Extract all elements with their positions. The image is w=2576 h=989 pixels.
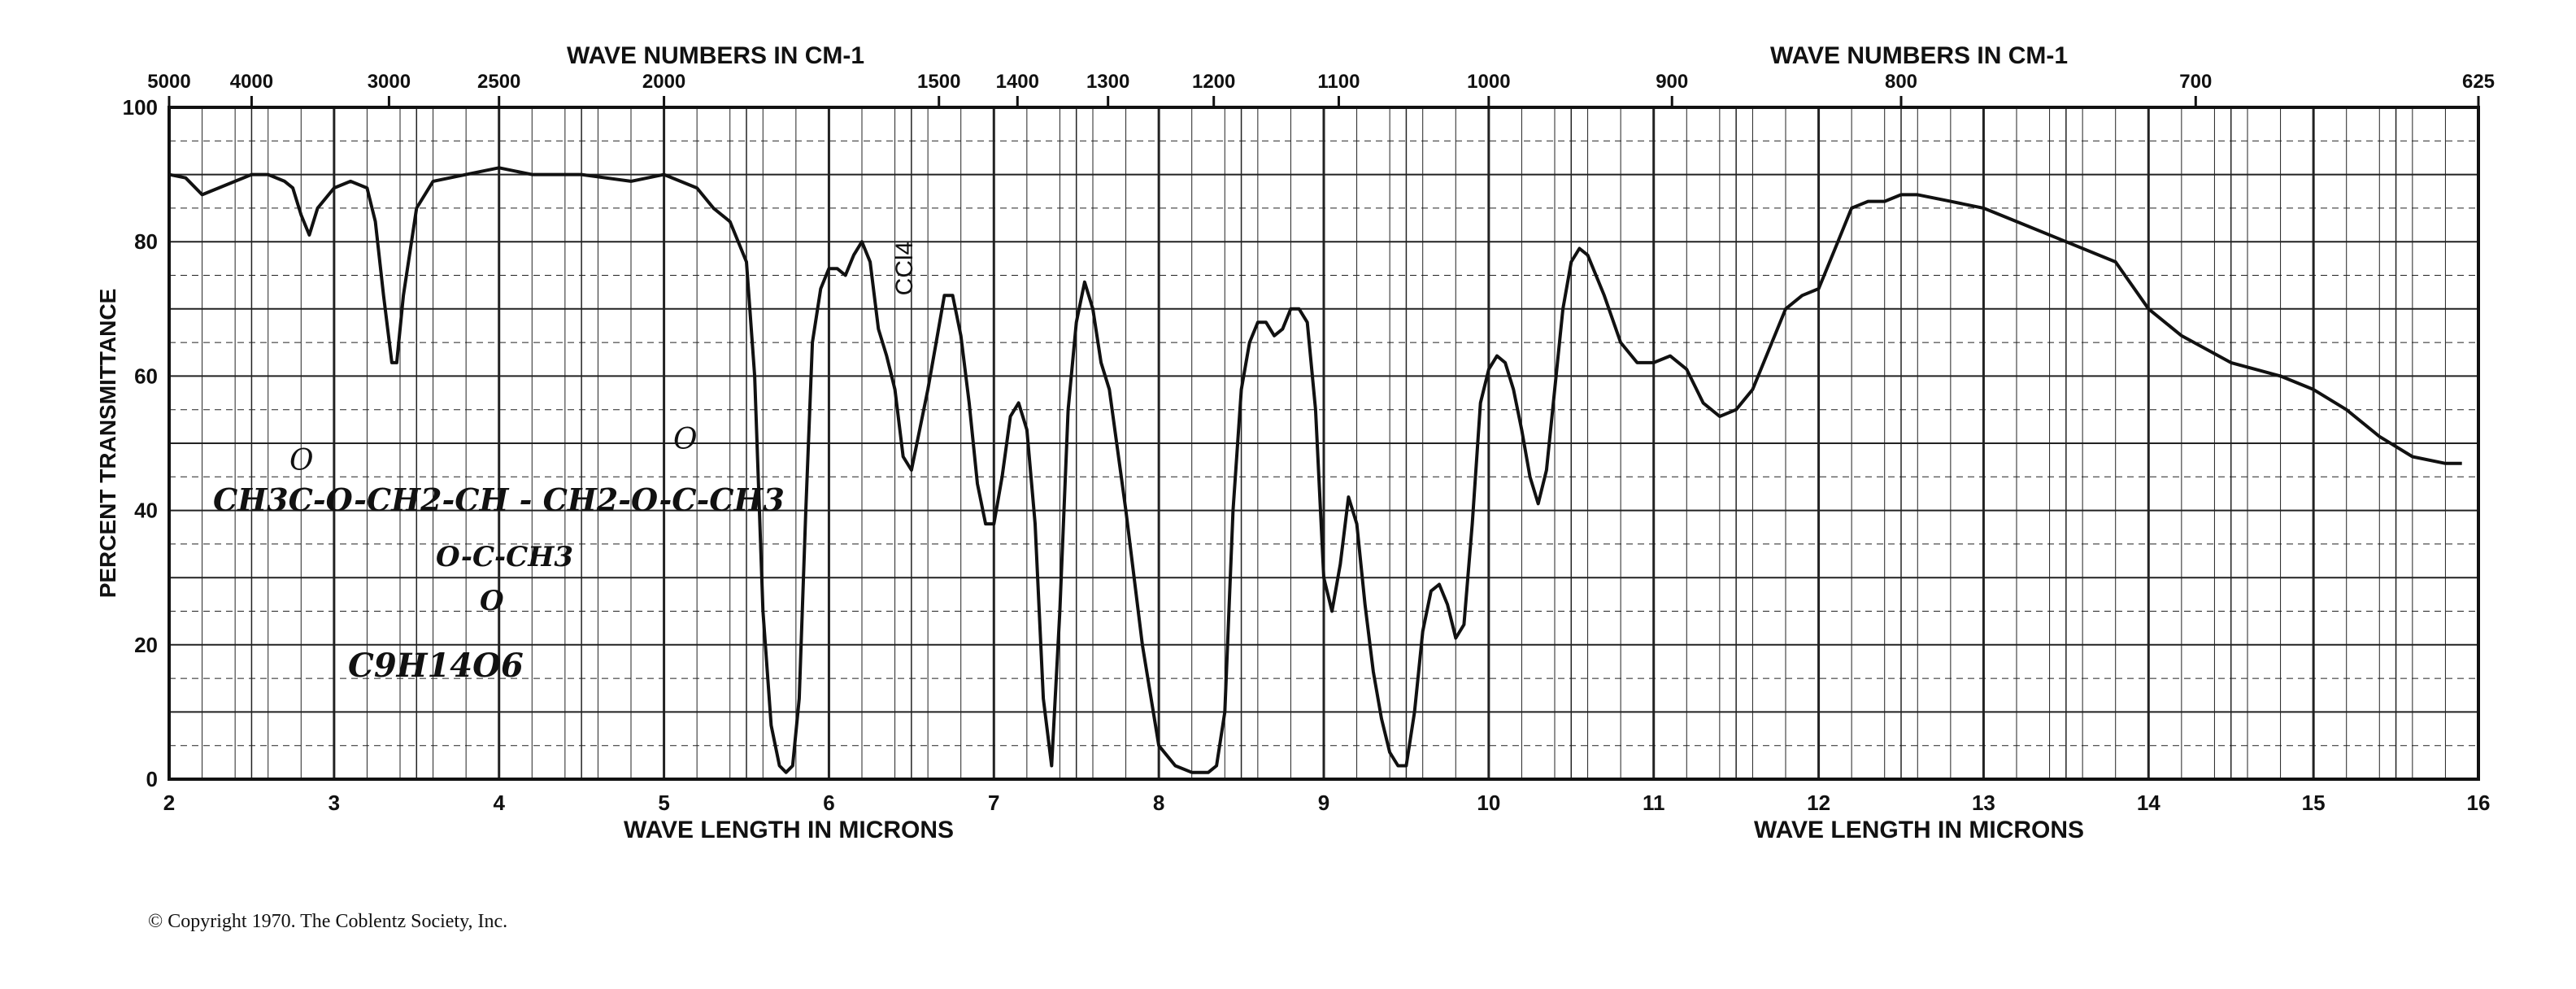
x-tick-label: 3 (329, 791, 340, 815)
top-tick-label: 900 (1656, 71, 1688, 93)
y-tick-label: 0 (146, 767, 158, 791)
x-tick-label: 12 (1807, 791, 1830, 815)
copyright-notice: © Copyright 1970. The Coblentz Society, … (148, 911, 508, 932)
x-tick-label: 15 (2302, 791, 2326, 815)
top-tick-label: 1000 (1467, 71, 1510, 93)
top-axis-title-right: WAVE NUMBERS IN CM-1 (1770, 42, 2068, 69)
structure-line-1: CH3C-O-CH2-CH - CH2-O-C-CH3 (213, 481, 785, 518)
y-tick-label: 40 (134, 499, 158, 523)
top-tick-label: 1300 (1086, 71, 1129, 93)
top-tick-label: 5000 (147, 71, 190, 93)
x-axis-title-right: WAVE LENGTH IN MICRONS (1754, 817, 2084, 843)
molecular-formula: C9H14O6 (348, 647, 524, 685)
top-axis: 5000 4000 3000 2500 2000 1500 1400 1300 1200 1100… (147, 71, 2495, 107)
x-tick-label: 5 (658, 791, 669, 815)
y-axis: 0 20 40 60 80 100 (123, 95, 158, 791)
top-tick-label: 1400 (996, 71, 1039, 93)
plot-frame (168, 106, 2480, 781)
top-tick-label: 625 (2462, 71, 2495, 93)
top-tick-label: 800 (1885, 71, 1917, 93)
x-tick-label: 6 (823, 791, 834, 815)
top-tick-label: 3000 (368, 71, 411, 93)
y-tick-label: 100 (123, 95, 158, 120)
x-axis: 2 3 4 5 6 7 8 9 10 11 12 13 14 15 16 (163, 791, 2491, 815)
structure-oxo-right: O (673, 423, 698, 456)
x-tick-label: 4 (493, 791, 505, 815)
top-tick-label: 1100 (1317, 71, 1360, 93)
x-axis-title-left: WAVE LENGTH IN MICRONS (624, 817, 954, 843)
x-tick-label: 9 (1318, 791, 1329, 815)
top-tick-label: 2000 (642, 71, 685, 93)
x-tick-label: 2 (163, 791, 175, 815)
top-tick-label: 1500 (917, 71, 960, 93)
structure-line-2: O-C-CH3 (436, 541, 573, 573)
top-tick-label: 2500 (477, 71, 520, 93)
y-tick-label: 80 (134, 229, 158, 254)
solvent-label: CCl4 (891, 242, 918, 296)
top-axis-title-left: WAVE NUMBERS IN CM-1 (567, 42, 864, 69)
structure-oxo-bottom: O (480, 585, 504, 617)
top-tick-label: 700 (2179, 71, 2212, 93)
y-axis-title: PERCENT TRANSMITTANCE (95, 289, 120, 599)
x-tick-label: 14 (2137, 791, 2160, 815)
top-tick-label: 1200 (1192, 71, 1235, 93)
y-tick-label: 60 (134, 364, 158, 388)
x-tick-label: 8 (1153, 791, 1164, 815)
top-tick-label: 4000 (230, 71, 273, 93)
x-tick-label: 11 (1643, 791, 1665, 815)
x-tick-label: 7 (988, 791, 999, 815)
x-tick-label: 10 (1477, 791, 1500, 815)
transmittance-curve (168, 166, 2462, 774)
x-tick-label: 16 (2467, 791, 2491, 815)
y-tick-label: 20 (134, 633, 158, 657)
structure-oxo-left: O (289, 444, 314, 477)
x-tick-label: 13 (1972, 791, 1995, 815)
